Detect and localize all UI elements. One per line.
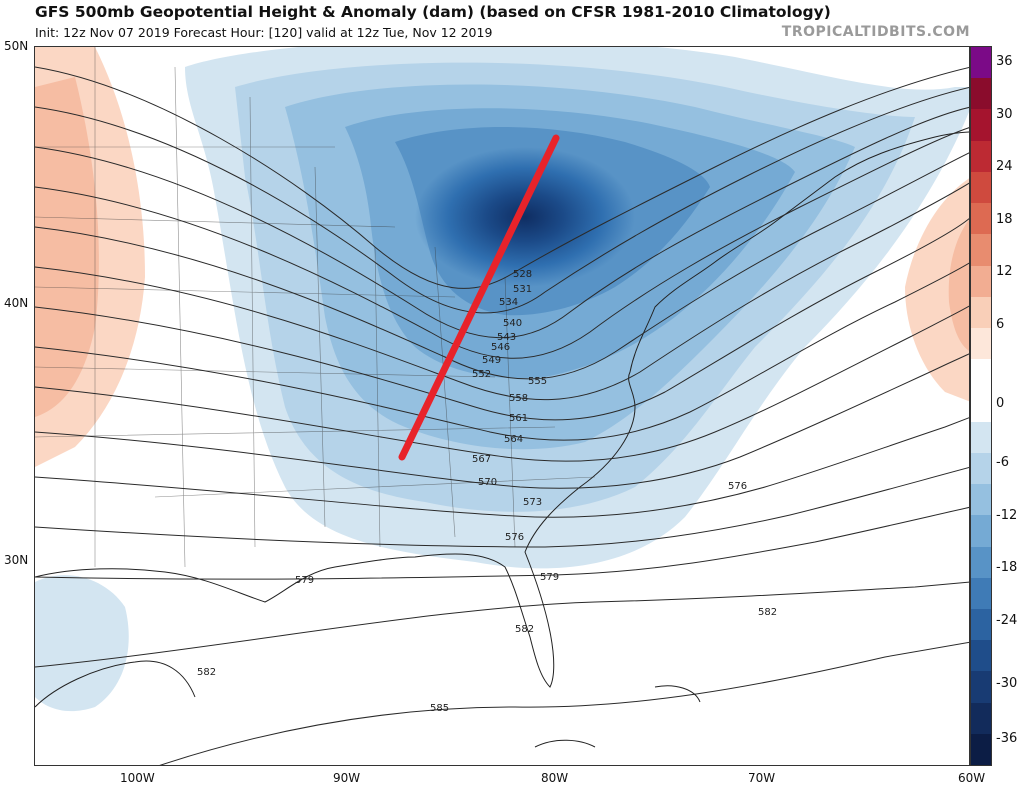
colorbar-swatch (971, 733, 991, 766)
colorbar-swatch (971, 359, 991, 391)
colorbar-label: -12 (996, 508, 1018, 523)
contour-label: 582 (197, 667, 216, 678)
contour-label: 561 (509, 413, 528, 424)
colorbar-swatch (971, 452, 991, 485)
contour-label: 534 (499, 297, 518, 308)
colorbar-swatch (971, 671, 991, 703)
colorbar-swatch (971, 515, 991, 547)
colorbar-label: 24 (996, 159, 1013, 174)
colorbar-swatch (971, 390, 991, 422)
colorbar-swatch (971, 265, 991, 297)
warm-anomaly-east (905, 178, 969, 402)
lon-label: 100W (120, 771, 155, 785)
colorbar-swatch (971, 171, 991, 204)
brand-watermark: TROPICALTIDBITS.COM (781, 24, 970, 40)
contour-label: 582 (515, 624, 534, 635)
colorbar-label: 0 (996, 396, 1005, 411)
contour-label: 582 (758, 607, 777, 618)
lat-label: 40N (4, 296, 29, 310)
contour-label: 579 (540, 572, 559, 583)
warm-anomaly-west-core (35, 77, 99, 417)
contour-label: 546 (491, 342, 510, 353)
anomaly-colorbar (970, 46, 992, 766)
colorbar-swatch (971, 546, 991, 578)
contour-label: 549 (482, 355, 501, 366)
contour-label: 528 (513, 269, 532, 280)
contour-label: 573 (523, 497, 542, 508)
map-canvas: 528 531 534 540 543 546 549 552 555 558 … (35, 47, 969, 765)
colorbar-swatch (971, 109, 991, 141)
colorbar-label: 18 (996, 212, 1013, 227)
state-boundaries (35, 47, 596, 568)
anomaly-sw-patch (35, 575, 129, 712)
map-subtitle: Init: 12z Nov 07 2019 Forecast Hour: [12… (35, 25, 493, 40)
colorbar-swatches (971, 47, 991, 766)
lat-label: 30N (4, 553, 29, 567)
colorbar-label: -30 (996, 676, 1018, 691)
colorbar-swatch (971, 78, 991, 110)
colorbar-label: 36 (996, 54, 1013, 69)
contour-label: 564 (504, 434, 523, 445)
contour-label: 576 (728, 481, 747, 492)
lon-label: 80W (541, 771, 569, 785)
lat-label: 50N (4, 39, 29, 53)
colorbar-label: 6 (996, 317, 1005, 332)
contour-label: 579 (295, 575, 314, 586)
colorbar-swatch (971, 577, 991, 609)
colorbar-swatch (971, 484, 991, 516)
contour-label: 540 (503, 318, 522, 329)
colorbar-label: -18 (996, 560, 1018, 575)
lon-label: 90W (333, 771, 361, 785)
anomaly-core (415, 147, 635, 287)
map-title: GFS 500mb Geopotential Height & Anomaly … (35, 3, 831, 21)
warm-anomaly-east-core (948, 219, 969, 351)
lon-label: 60W (958, 771, 986, 785)
colorbar-swatch (971, 608, 991, 641)
colorbar-swatch (971, 702, 991, 734)
contour-label: 558 (509, 393, 528, 404)
colorbar-label: -36 (996, 731, 1018, 746)
contour-label: 576 (505, 532, 524, 543)
contour-label: 531 (513, 284, 532, 295)
contour-label: 552 (472, 369, 491, 380)
colorbar-swatch (971, 640, 991, 672)
colorbar-swatch (971, 140, 991, 172)
colorbar-swatch (971, 327, 991, 360)
lon-label: 70W (748, 771, 776, 785)
coastlines (35, 131, 969, 748)
contour-label: 585 (430, 703, 449, 714)
colorbar-label: -6 (996, 455, 1009, 470)
contour-label: 570 (478, 477, 497, 488)
colorbar-swatch (971, 47, 991, 79)
colorbar-swatch (971, 234, 991, 266)
trough-axis-annotation (398, 134, 560, 461)
colorbar-label: 30 (996, 107, 1013, 122)
colorbar-swatch (971, 203, 991, 235)
colorbar-swatch (971, 296, 991, 328)
contour-label: 567 (472, 454, 491, 465)
weather-map: 528 531 534 540 543 546 549 552 555 558 … (34, 46, 970, 766)
colorbar-swatch (971, 421, 991, 453)
colorbar-label: 12 (996, 264, 1013, 279)
colorbar-label: -24 (996, 613, 1018, 628)
contour-label-group: 528 531 534 540 543 546 549 552 555 558 … (197, 269, 777, 714)
contour-label: 555 (528, 376, 547, 387)
height-contours (35, 66, 969, 765)
contour-label: 543 (497, 332, 516, 343)
